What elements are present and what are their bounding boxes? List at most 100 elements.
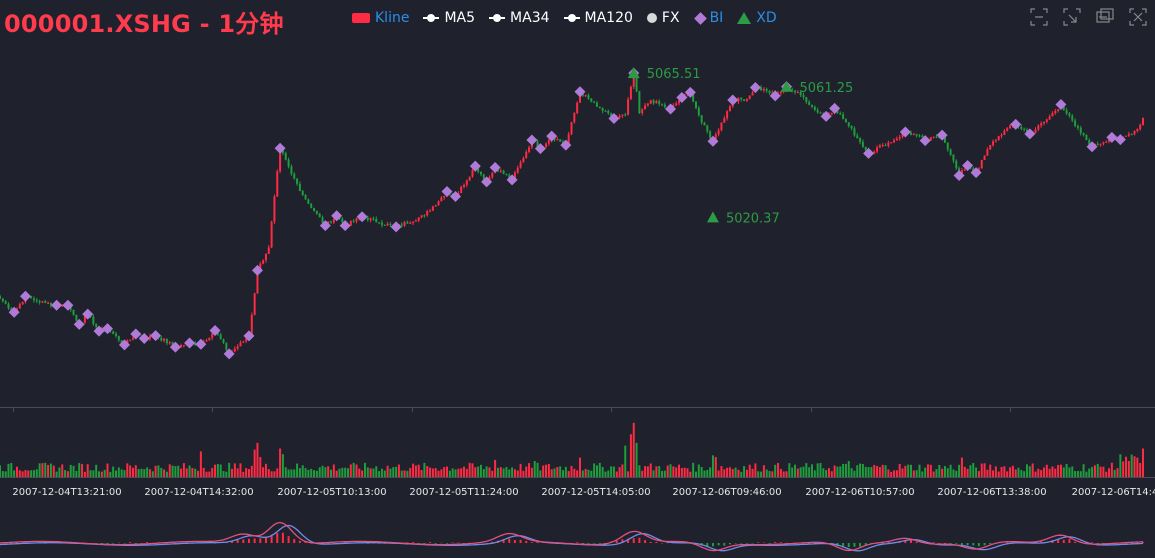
candle-body [236, 346, 239, 349]
macd-bar [853, 543, 856, 547]
candle-body [943, 135, 946, 143]
macd-bar [525, 540, 528, 543]
legend-item-kline[interactable]: Kline [352, 10, 409, 26]
macd-bar [983, 543, 986, 546]
volume-bar [539, 470, 542, 477]
candle-body [762, 89, 765, 91]
volume-bar [256, 442, 259, 477]
volume-bar [595, 465, 598, 477]
legend-item-ma5[interactable]: MA5 [423, 10, 475, 26]
volume-bar [443, 467, 446, 477]
volume-bar [655, 466, 658, 477]
candle-body [315, 211, 318, 214]
volume-bar [284, 467, 287, 477]
bi-marker [899, 126, 911, 138]
candle-body [525, 151, 528, 158]
candle-body [632, 73, 635, 87]
candle-body [1108, 139, 1111, 142]
legend-label-ma34: MA34 [510, 10, 550, 26]
volume-bar [986, 469, 989, 477]
ma120-legend-swatch [563, 13, 580, 23]
volume-bar [383, 470, 386, 477]
xd-label: 5020.37 [726, 211, 780, 226]
candle-body [276, 171, 279, 197]
candle-body [813, 106, 816, 110]
zoom-icon[interactable] [1030, 8, 1048, 26]
candle-body [426, 211, 429, 216]
volume-bar [1065, 463, 1068, 477]
bi-marker [1086, 141, 1098, 153]
volume-bar [477, 466, 480, 477]
volume-bar [471, 463, 474, 477]
volume-bar [678, 464, 681, 477]
volume-bar [355, 464, 358, 477]
volume-bar [901, 468, 904, 477]
macd-bar [440, 542, 443, 544]
candle-body [225, 342, 228, 350]
candle-body [1102, 142, 1105, 144]
bi-marker [195, 338, 207, 350]
candle-body [310, 203, 313, 209]
legend-item-ma120[interactable]: MA120 [563, 10, 633, 26]
volume-bar [1085, 471, 1088, 477]
candle-body [570, 122, 573, 135]
volume-bar [709, 467, 712, 477]
volume-bar [446, 466, 449, 477]
volume-bar [81, 464, 84, 477]
restore-icon[interactable] [1129, 8, 1147, 26]
time-axis-label: 2007-12-05T14:05:00 [541, 487, 650, 498]
volume-bar [197, 470, 200, 477]
volume-bar [774, 464, 777, 477]
volume-bar [669, 464, 672, 477]
volume-bar [375, 466, 378, 477]
macd-bar [655, 541, 658, 543]
legend-item-ma34[interactable]: MA34 [489, 10, 550, 26]
legend-label-ma120: MA120 [584, 10, 633, 26]
volume-bar [304, 468, 307, 477]
volume-bar [250, 465, 253, 477]
volume-bar [49, 463, 52, 477]
candle-body [703, 122, 706, 126]
volume-bar [649, 463, 652, 477]
volume-bar [1017, 467, 1020, 477]
candle-body [290, 166, 293, 174]
candle-body [1099, 143, 1102, 145]
macd-bar [293, 539, 296, 543]
candle-body [700, 115, 703, 123]
legend-item-fx[interactable]: FX [646, 10, 680, 26]
candle-body [1071, 115, 1074, 121]
macd-bar [242, 539, 245, 543]
zoom-reset-icon[interactable] [1063, 8, 1081, 26]
macd-bar [117, 542, 120, 544]
legend-item-bi[interactable]: BI [693, 10, 723, 26]
macd-bar [1142, 542, 1144, 543]
legend-item-xd[interactable]: XD [737, 10, 777, 26]
volume-bar [114, 470, 117, 477]
volume-bar [117, 467, 120, 477]
candle-body [256, 270, 259, 294]
volume-bar [856, 465, 859, 477]
volume-bar [361, 470, 364, 477]
volume-bar [663, 470, 666, 477]
volume-bar [890, 471, 893, 477]
volume-bar [946, 468, 949, 477]
volume-bar [1006, 471, 1009, 477]
volume-bar [977, 471, 980, 477]
data-view-icon[interactable] [1096, 8, 1114, 26]
volume-bar [502, 468, 505, 477]
volume-bar [542, 465, 545, 477]
macd-bar [932, 542, 935, 543]
volume-bar [174, 466, 177, 477]
candle-body [610, 113, 613, 117]
volume-bar [887, 469, 890, 477]
time-axis-label: 2007-12-06T14:4 [1072, 487, 1155, 498]
volume-bar [454, 469, 457, 477]
candle-body [1034, 129, 1037, 133]
volume-bar [13, 470, 16, 477]
macd-bar [134, 543, 137, 544]
candle-body [211, 333, 214, 338]
volume-bar [1093, 465, 1096, 477]
volume-bar [378, 471, 381, 477]
volume-bar [372, 468, 375, 477]
